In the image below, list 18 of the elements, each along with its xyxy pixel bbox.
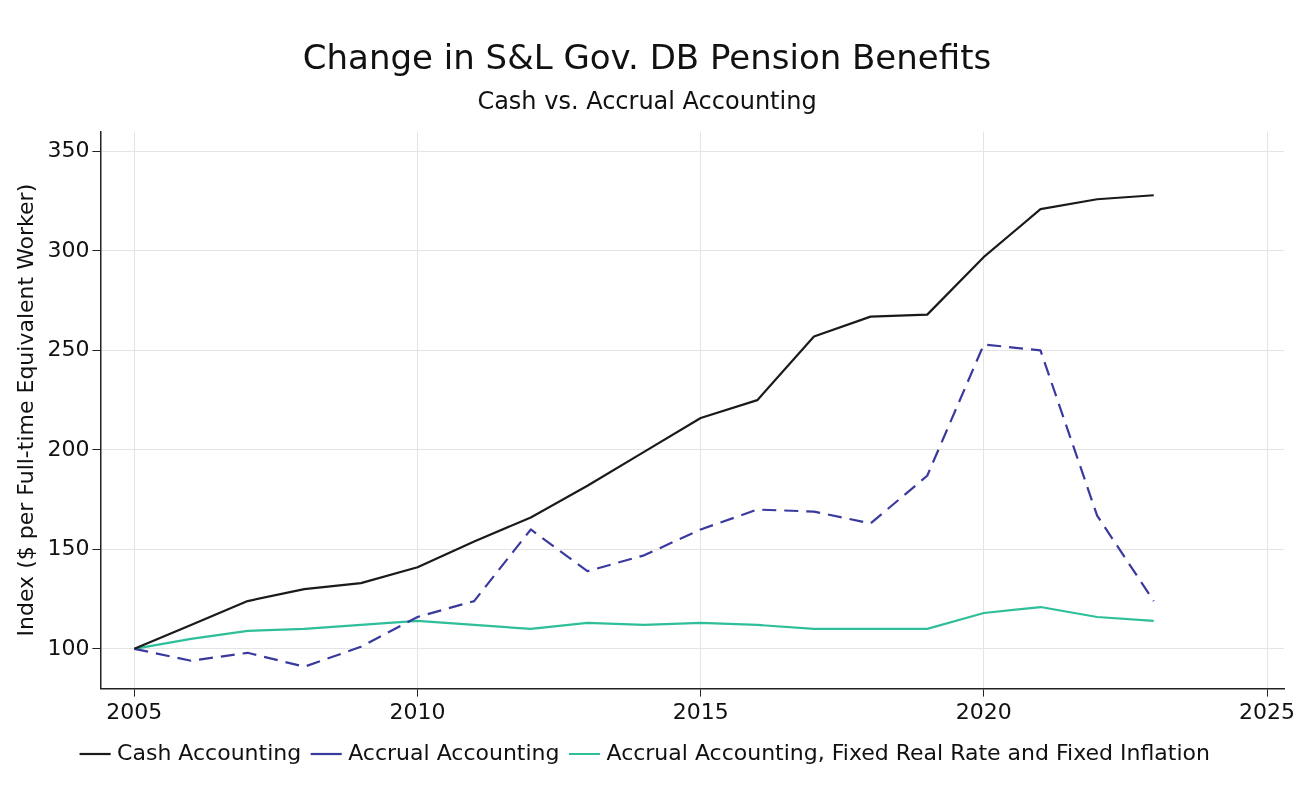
y-tick-label: 300 [47, 236, 90, 262]
x-tick-label: 2010 [389, 698, 446, 724]
legend-label: Cash Accounting [117, 739, 302, 765]
x-tick-label: 2020 [955, 698, 1012, 724]
y-tick-label: 100 [47, 634, 90, 660]
chart-title: Change in S&L Gov. DB Pension Benefits [302, 37, 992, 78]
y-tick-label: 150 [47, 535, 90, 561]
y-tick-label: 350 [47, 137, 90, 163]
y-axis-title: Index ($ per Full-time Equivalent Worker) [12, 183, 38, 637]
y-tick-label: 200 [47, 435, 90, 461]
x-tick-label: 2005 [106, 698, 163, 724]
chart-subtitle: Cash vs. Accrual Accounting [477, 87, 817, 116]
y-tick-label: 250 [47, 336, 90, 362]
line-series [133, 343, 1155, 668]
legend-label: Accrual Accounting [348, 739, 560, 765]
x-tick-label: 2025 [1239, 698, 1296, 724]
x-tick-label: 2015 [672, 698, 729, 724]
legend-label: Accrual Accounting, Fixed Real Rate and Fixed Inflation [606, 739, 1210, 765]
